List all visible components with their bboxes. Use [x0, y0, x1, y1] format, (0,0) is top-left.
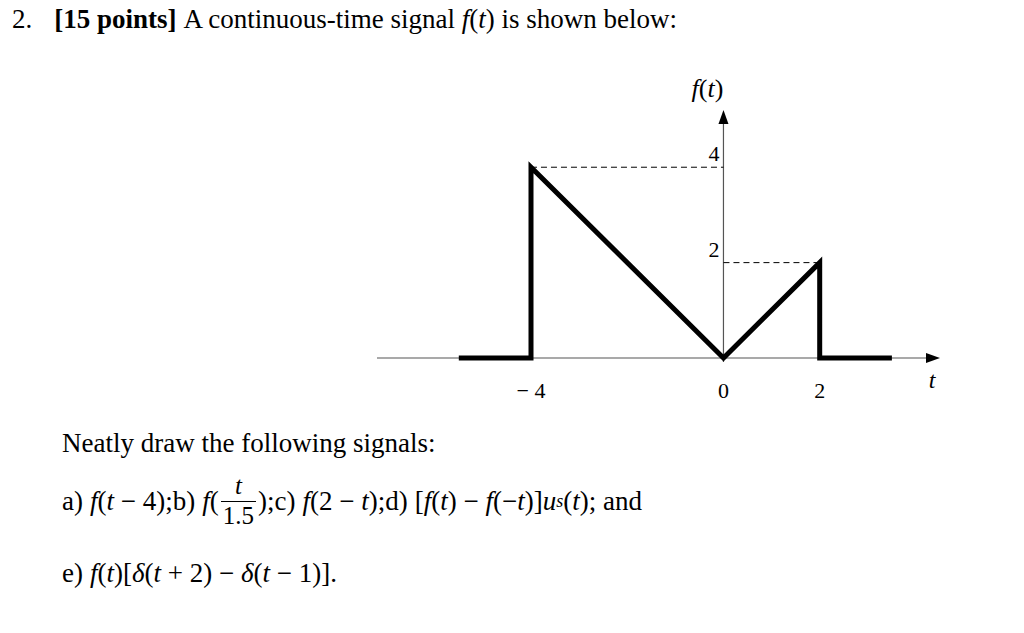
signal-line — [459, 167, 892, 358]
separator: ; — [267, 486, 275, 517]
separator: ; — [165, 486, 173, 517]
x-tick-label: − 4 — [517, 378, 546, 403]
y-axis-label: f(t) — [692, 74, 724, 103]
expression: f(t)[δ(t + 2) − δ(t − 1)] — [90, 558, 330, 589]
function-name: f — [202, 486, 210, 517]
question-label: b) — [173, 486, 196, 517]
x-tick-label: 2 — [814, 378, 825, 403]
problem-points: [15 points] — [54, 4, 176, 35]
problem-header: 2. [15 points] A continuous-time signal f(… — [12, 4, 677, 35]
paren: ( — [210, 486, 219, 517]
statement-text: is shown below: — [495, 4, 677, 35]
question-label: e) — [62, 558, 83, 589]
y-tick-label: 2 — [708, 237, 719, 262]
expression: f(2 − t) — [303, 486, 378, 517]
statement-math: f(t) — [462, 4, 495, 35]
x-axis-arrow — [926, 353, 940, 363]
x-axis-label: t — [929, 367, 937, 393]
question-label: a) — [62, 486, 83, 517]
question-label: d) — [385, 486, 408, 517]
x-tick-label: 0 — [718, 378, 729, 403]
problem-number: 2. — [12, 4, 32, 35]
plot-area — [459, 167, 892, 358]
question-line: a)f(t − 4); b)f(t1.5); c)f(2 − t); d)[f(… — [62, 472, 642, 531]
separator: ; — [378, 486, 386, 517]
guide-line — [531, 167, 723, 168]
expression: [f(t) − f(−t)]u — [415, 486, 556, 517]
questions-intro: Neatly draw the following signals: — [62, 428, 435, 459]
paren: ) — [258, 486, 267, 517]
statement-text: A continuous-time signal — [184, 4, 462, 35]
expression: (t) — [563, 486, 589, 517]
y-axis-arrow — [718, 110, 728, 124]
signal-chart: − 40224f(t)t — [0, 0, 1024, 633]
question-label: c) — [275, 486, 296, 517]
numerator: t — [235, 472, 242, 501]
y-tick-label: 4 — [708, 141, 719, 166]
question-line: e)f(t)[δ(t + 2) − δ(t − 1)]. — [62, 558, 337, 589]
separator: ; and — [589, 486, 642, 517]
fraction: t1.5 — [221, 472, 256, 531]
guide-line — [723, 262, 819, 263]
subscript: s — [556, 491, 563, 512]
separator: . — [330, 558, 337, 589]
y-axis — [723, 120, 724, 362]
denominator: 1.5 — [221, 501, 256, 531]
expression: f(t − 4) — [90, 486, 165, 517]
